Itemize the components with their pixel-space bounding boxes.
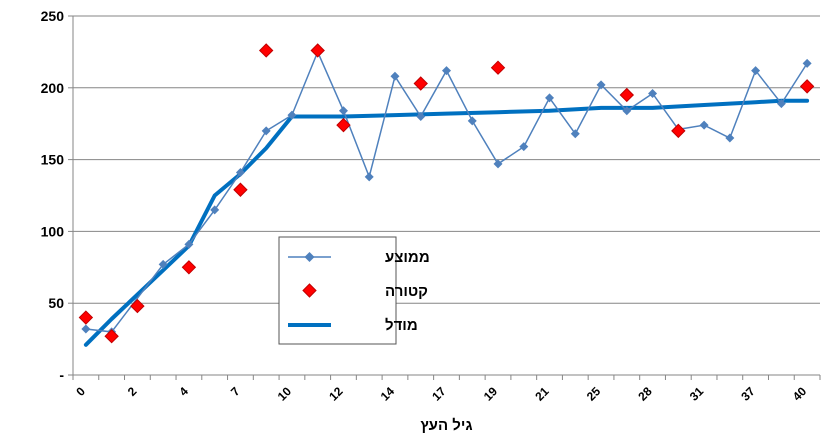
average-point xyxy=(338,106,348,116)
y-tick-label: - xyxy=(59,367,64,383)
x-tick-label: 12 xyxy=(326,384,346,404)
average-point xyxy=(210,205,220,215)
legend-avg-label: ממוצע xyxy=(385,249,430,266)
average-series-line xyxy=(85,49,808,333)
average-point xyxy=(442,66,451,76)
harvest-point xyxy=(310,43,325,58)
x-tick-label: 28 xyxy=(635,384,655,404)
average-point xyxy=(287,110,297,120)
average-point xyxy=(519,142,529,152)
legend-box xyxy=(278,236,397,345)
average-point xyxy=(725,133,735,143)
average-point xyxy=(364,172,374,182)
average-point xyxy=(416,112,426,122)
y-tick-label: 50 xyxy=(48,295,64,311)
legend: ממוצע קטורה מודל xyxy=(278,236,430,345)
series-layer xyxy=(78,43,815,347)
average-point xyxy=(622,106,632,116)
harvest-point xyxy=(671,123,686,139)
harvest-point xyxy=(799,79,815,94)
average-point xyxy=(751,66,761,76)
average-point xyxy=(493,159,503,169)
average-point xyxy=(390,71,400,81)
model-series-line xyxy=(83,98,810,347)
average-point xyxy=(570,129,580,139)
x-tick-label: 40 xyxy=(790,384,810,404)
harvest-point xyxy=(181,260,197,275)
harvest-point xyxy=(104,329,119,344)
x-tick-label: 2 xyxy=(125,384,140,399)
average-point xyxy=(467,116,477,126)
average-point xyxy=(596,80,606,90)
legend-avg-marker xyxy=(304,252,315,262)
average-point xyxy=(235,168,245,178)
y-tick-label: 100 xyxy=(41,223,65,239)
average-point xyxy=(648,89,658,99)
legend-harvest-label: קטורה xyxy=(385,283,428,300)
y-tick-label: 200 xyxy=(41,80,65,96)
average-point xyxy=(261,126,271,136)
average-point xyxy=(699,120,709,130)
harvest-point xyxy=(413,76,428,91)
average-point xyxy=(81,324,91,334)
average-point xyxy=(158,259,168,269)
legend-harvest-marker xyxy=(302,283,317,298)
harvest-point xyxy=(619,87,635,103)
x-tick-label: 14 xyxy=(378,384,398,404)
y-axis-ticks: - 50 100 150 200 250 xyxy=(41,8,73,383)
x-tick-label: 17 xyxy=(429,384,449,404)
x-tick-label: 7 xyxy=(228,384,243,399)
average-point xyxy=(802,58,812,68)
average-point xyxy=(184,239,194,249)
x-axis-title: גיל העץ xyxy=(420,417,472,434)
gridlines xyxy=(73,15,820,304)
harvest-point xyxy=(258,43,274,58)
x-tick-label: 19 xyxy=(481,384,501,404)
x-tick-label: 37 xyxy=(738,384,758,404)
x-tick-label: 25 xyxy=(584,384,604,404)
harvest-point xyxy=(130,298,145,314)
y-tick-label: 150 xyxy=(41,152,65,168)
y-tick-label: 250 xyxy=(41,8,65,24)
harvest-point xyxy=(233,182,248,197)
x-tick-label: 0 xyxy=(73,384,88,399)
harvest-point xyxy=(78,310,94,325)
harvest-point xyxy=(490,60,506,75)
x-tick-label: 4 xyxy=(176,384,191,399)
legend-model-label: מודל xyxy=(385,317,418,334)
harvest-point xyxy=(336,117,351,133)
average-point xyxy=(545,93,555,103)
x-tick-label: 10 xyxy=(275,384,295,404)
x-tick-label: 31 xyxy=(687,384,707,404)
average-point xyxy=(776,99,786,109)
x-tick-label: 21 xyxy=(532,384,552,404)
x-axis-ticks: 0 2 4 7 10 12 14 17 19 21 25 28 31 37 40 xyxy=(72,375,821,404)
